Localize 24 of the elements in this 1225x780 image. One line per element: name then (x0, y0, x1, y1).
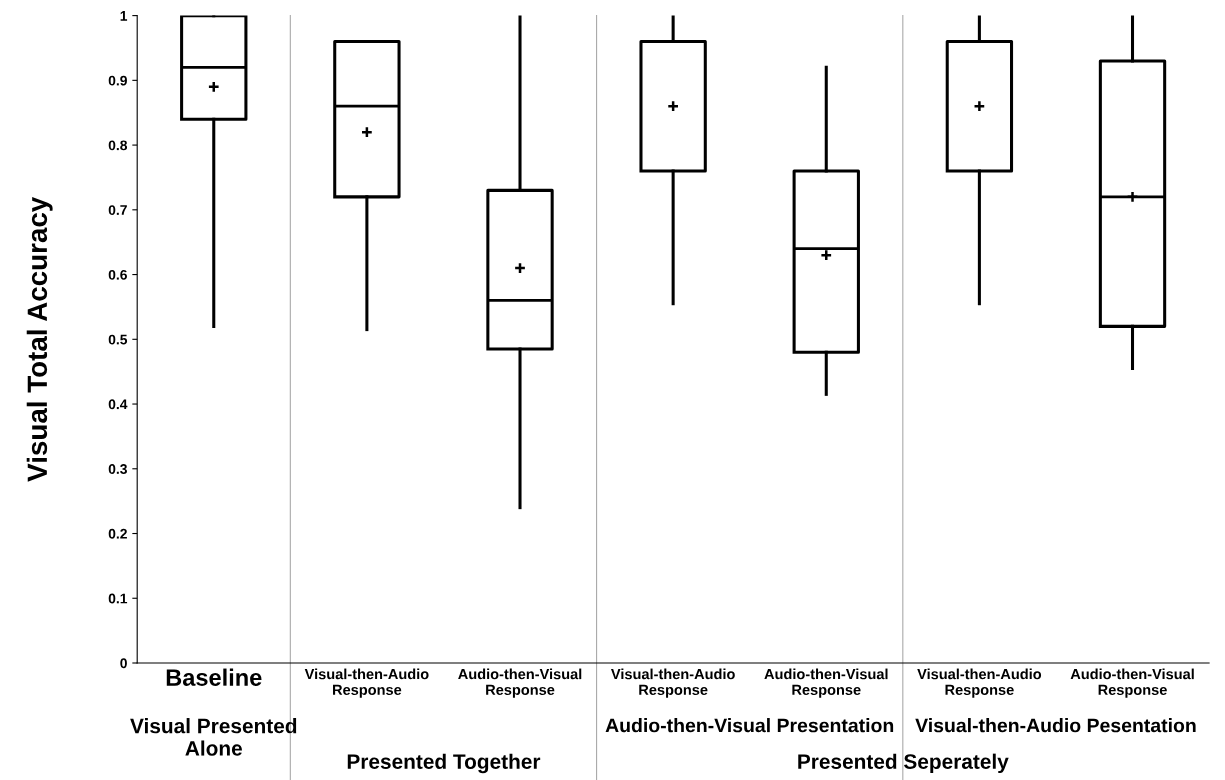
y-tick-label: 1 (120, 11, 128, 21)
x-tick-label: Audio-then-Visual Response (764, 668, 888, 698)
text: Audio-then-Visual Presentation (605, 718, 894, 733)
x-tick-label: Visual-then-Audio Response (304, 668, 429, 698)
y-tick-label: 0.4 (108, 399, 128, 410)
text: Presented Seperately (798, 753, 1009, 774)
x-tick-label: Audio-then-Visual Response (458, 668, 582, 698)
y-axis-title: Visual Total Accuracy (26, 196, 53, 482)
y-tick-label: 0.9 (108, 75, 127, 86)
y-tick-label: 0.7 (108, 205, 127, 215)
y-tick-label: 0.8 (108, 140, 128, 151)
x-tick-label: Audio-then-Visual Response (1070, 668, 1194, 698)
y-tick-label: 0 (120, 658, 127, 669)
text: Visual Presented Alone (130, 718, 297, 756)
y-tick-label: 0.1 (108, 593, 128, 604)
x-tick-label: Baseline (166, 668, 262, 686)
y-tick-label: 0.6 (108, 269, 127, 280)
y-tick-label: 0.3 (108, 464, 127, 474)
x-tick-label: Visual-then-Audio Response (610, 668, 735, 698)
x-tick-label: Visual-then-Audio Response (917, 668, 1042, 698)
y-tick-label: 0.2 (108, 528, 127, 539)
y-tick-label: 0.5 (108, 334, 128, 345)
text: Visual-then-Audio Pesentation (915, 718, 1196, 733)
text: Presented Together (347, 753, 541, 774)
